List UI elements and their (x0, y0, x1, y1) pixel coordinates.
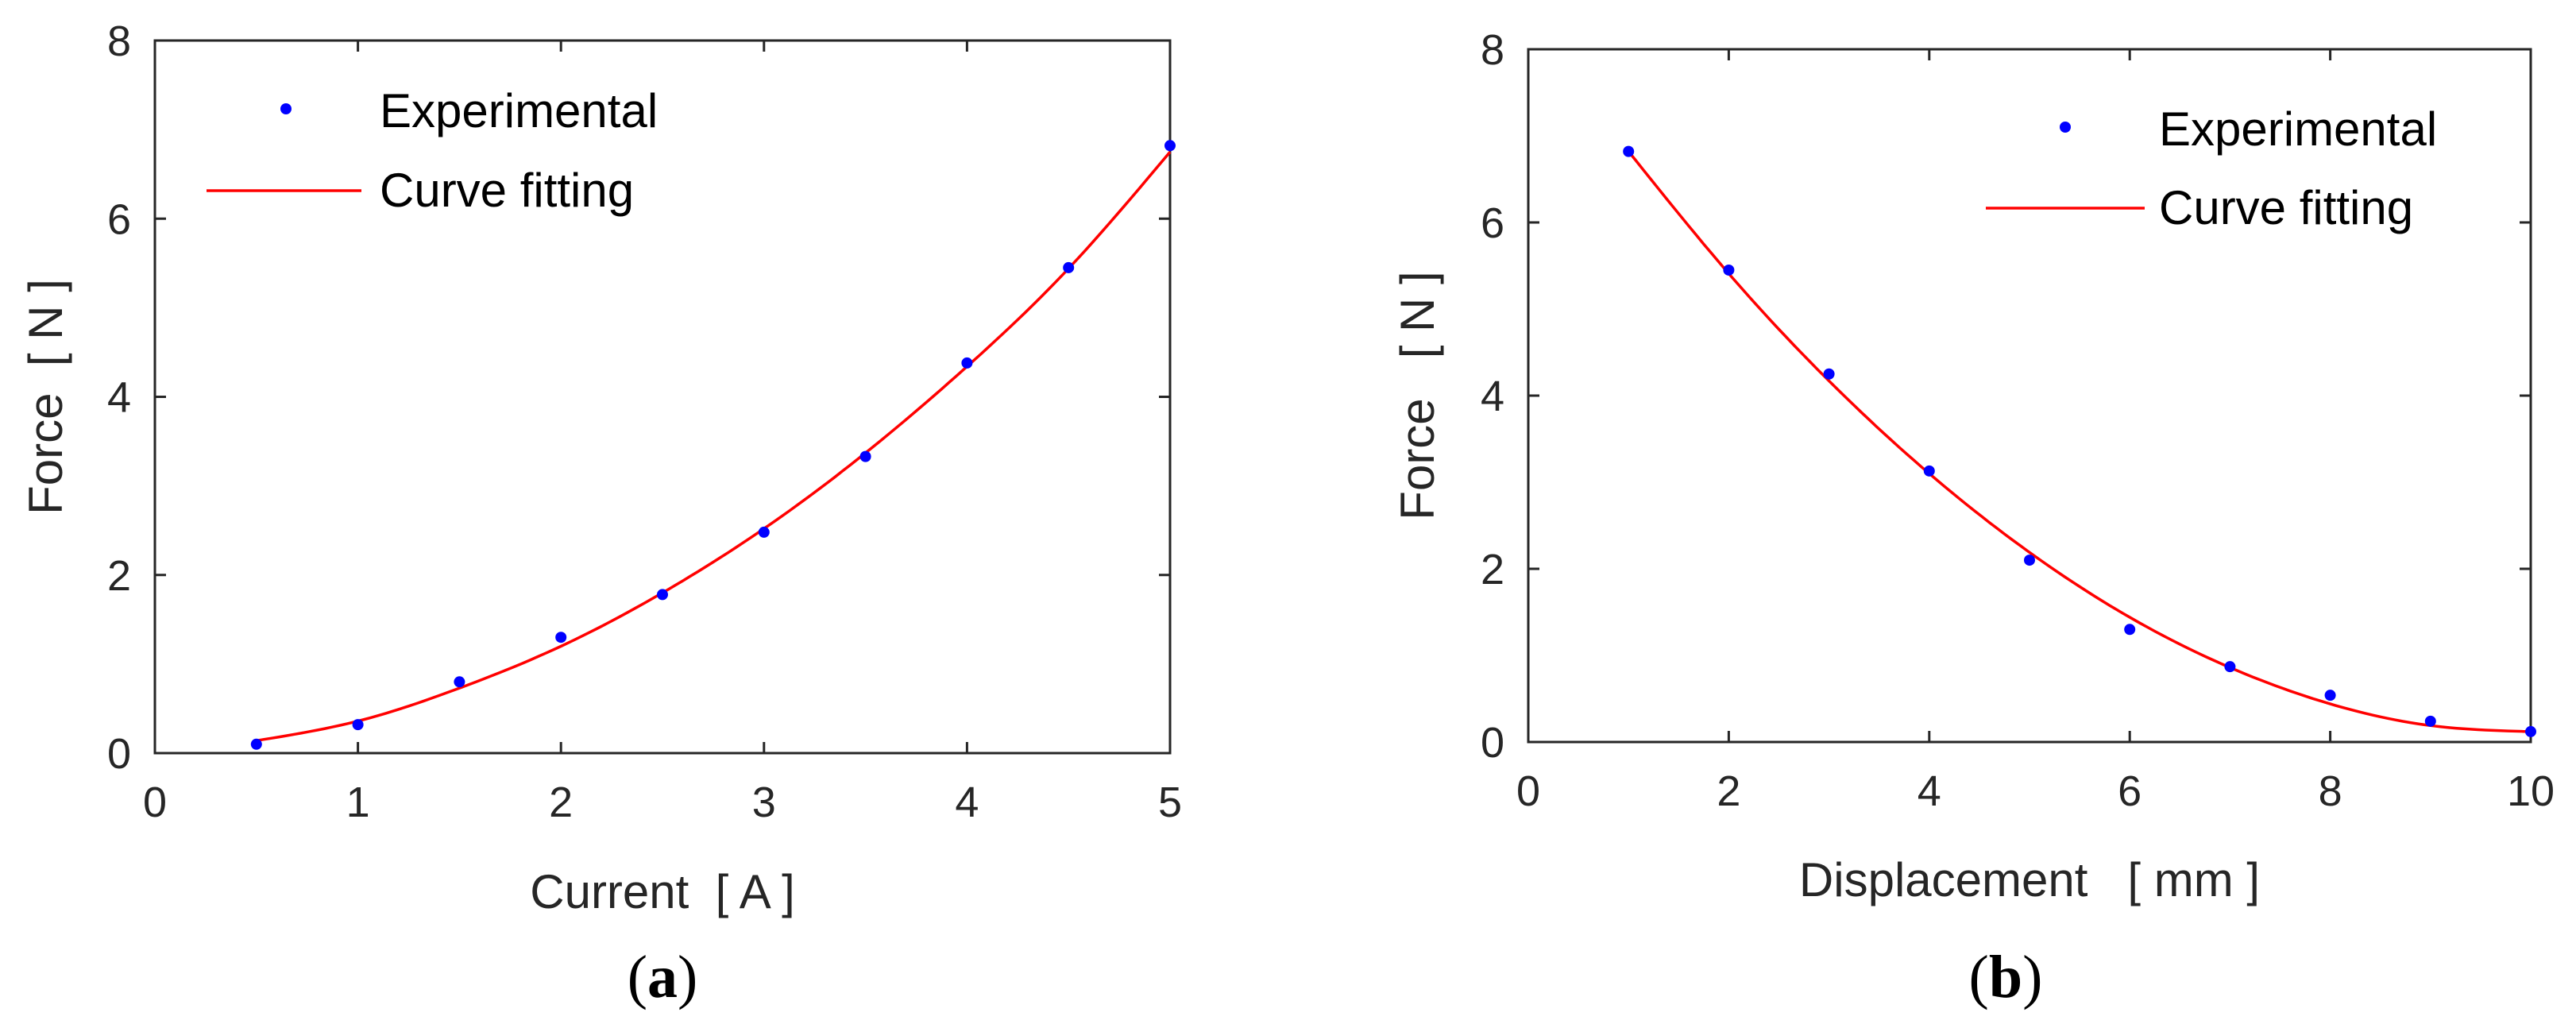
x-tick-label: 10 (2507, 767, 2555, 815)
y-tick-label: 6 (107, 195, 131, 243)
experimental-point (454, 676, 465, 688)
experimental-point (1723, 264, 1735, 276)
experimental-point (1623, 145, 1635, 157)
experimental-point (352, 719, 364, 731)
legend-label: Curve fitting (2159, 181, 2413, 234)
x-axis-label: Displacement [ mm ] (1799, 853, 2260, 906)
experimental-point (2525, 725, 2536, 737)
y-tick-label: 2 (1481, 546, 1504, 593)
x-tick-label: 8 (2319, 767, 2342, 815)
experimental-point (758, 526, 770, 538)
x-tick-label: 6 (2118, 767, 2142, 815)
legend-marker (280, 103, 292, 114)
x-tick-label: 0 (1516, 767, 1540, 815)
caption-open-paren: ( (1969, 944, 1989, 1011)
experimental-point (1164, 140, 1176, 152)
chart-a: 0 1 2 3 4 5 0 2 4 6 8 Current [ A ] Force [ N ] Exper… (19, 17, 1182, 1011)
x-axis-label: Current [ A ] (530, 865, 795, 918)
fit-curve-line (256, 151, 1172, 743)
chart-b: 0 2 4 6 8 10 0 2 4 6 8 Displacement [ mm ] Force [ N… (1391, 26, 2555, 1011)
legend-label: Experimental (2159, 102, 2437, 156)
y-tick-label: 8 (107, 17, 131, 65)
experimental-point (1063, 261, 1075, 273)
x-tick-label: 4 (1918, 767, 1941, 815)
experimental-point (657, 589, 668, 601)
x-tick-label: 4 (955, 779, 979, 826)
y-tick-label: 4 (1481, 373, 1504, 420)
fit-curve-line (1627, 150, 2532, 733)
y-tick-label: 6 (1481, 199, 1504, 247)
legend-marker (2060, 122, 2071, 133)
plot-frame (153, 39, 1172, 755)
experimental-point (859, 450, 871, 462)
y-axis-label: Force [ N ] (1391, 271, 1444, 520)
experimental-point (2124, 624, 2136, 636)
caption-letter: b (1989, 944, 2022, 1011)
y-tick-label: 0 (1481, 719, 1504, 767)
legend-label: Experimental (380, 84, 658, 137)
y-axis-label: Force [ N ] (19, 279, 72, 515)
x-tick-label: 2 (1717, 767, 1740, 815)
panel-caption: (b) (1969, 944, 2043, 1011)
caption-close-paren: ) (2022, 944, 2042, 1011)
y-tick-label: 8 (1481, 26, 1504, 74)
caption-letter: a (647, 944, 678, 1011)
y-tick-label: 0 (107, 730, 131, 778)
experimental-point (1823, 368, 1835, 380)
x-tick-label: 0 (143, 779, 167, 826)
legend: Experimental Curve fitting (207, 84, 658, 217)
panel-caption: (a) (628, 944, 698, 1011)
experimental-point (2024, 555, 2035, 566)
caption-open-paren: ( (628, 944, 647, 1011)
experimental-point (250, 738, 262, 750)
x-tick-label: 2 (549, 779, 573, 826)
experimental-point (1923, 465, 1935, 477)
x-tick-label: 5 (1158, 779, 1182, 826)
experimental-point (961, 357, 973, 369)
y-tick-label: 4 (107, 374, 131, 422)
y-tick-label: 2 (107, 552, 131, 600)
x-tick-label: 3 (752, 779, 776, 826)
experimental-point (2424, 715, 2436, 727)
legend: Experimental Curve fitting (1986, 102, 2437, 234)
experimental-point (2324, 690, 2336, 701)
caption-close-paren: ) (678, 944, 697, 1011)
legend-label: Curve fitting (380, 164, 634, 217)
experimental-point (555, 632, 567, 643)
x-tick-label: 1 (346, 779, 370, 826)
experimental-point (2224, 661, 2236, 673)
